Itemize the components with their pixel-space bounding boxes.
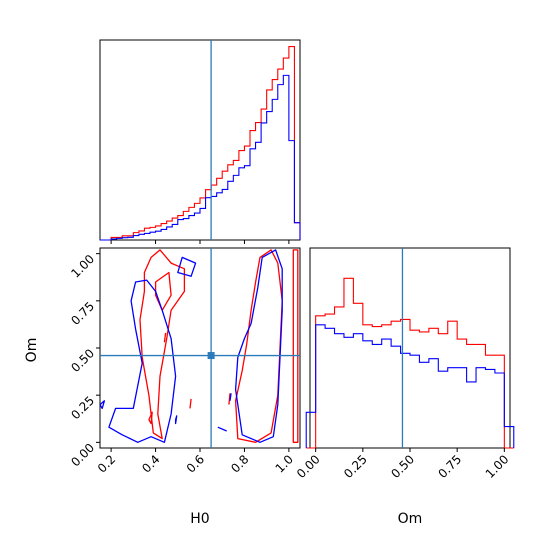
contour-series-1-1 — [139, 249, 186, 440]
om-y-tick-label: 0.50 — [68, 346, 97, 375]
om-y-tick-label: 0.00 — [68, 441, 97, 470]
h0-x-tick-label: 0.4 — [139, 452, 162, 475]
contour-series-1-2 — [154, 271, 172, 311]
contour-series-2-15 — [229, 393, 232, 401]
om-x-tick-label: 1.00 — [483, 452, 512, 481]
contour-series-2-14 — [217, 426, 227, 432]
om-x-tick-label: 0.50 — [388, 452, 417, 481]
h0-x-tick-label: 0.8 — [228, 452, 251, 475]
contour-series-2-12 — [100, 400, 106, 410]
truth-point-marker — [207, 352, 215, 360]
h0-histogram-panel — [99, 39, 301, 244]
om-histogram-frame — [309, 247, 511, 449]
y-axis-title-om: Om — [24, 338, 40, 363]
om-histogram-panel: 0.00 0.25 0.50 0.75 1.00 Om — [294, 247, 515, 527]
om-y-tick-label: 0.75 — [68, 299, 97, 328]
x-axis-title-h0: H0 — [190, 511, 209, 527]
contour-series-2-11 — [234, 249, 283, 443]
contour-series-1-6 — [228, 393, 231, 405]
om-x-tick-label: 0.75 — [435, 452, 464, 481]
x-axis-title-om: Om — [398, 511, 423, 527]
contour-series-2-9 — [108, 279, 177, 443]
h0-x-tick-label: 1.0 — [273, 452, 296, 475]
contour-series-1-7 — [148, 411, 153, 425]
h0-x-tick-label: 0.6 — [184, 452, 207, 475]
h0-histogram-series-2-steps — [100, 74, 301, 241]
om-x-tick-label: 0.00 — [294, 452, 323, 481]
contour-series-1-3 — [234, 249, 283, 443]
om-y-tick-label: 0.25 — [68, 393, 97, 422]
om-x-tick-label: 0.25 — [341, 452, 370, 481]
contour-series-1-4 — [292, 249, 299, 443]
om-y-tick-label: 1.00 — [68, 252, 97, 281]
h0-om-contour-panel: 0.2 0.4 0.6 0.8 1.0 0.000.250.500.751.00 H0 … — [24, 247, 301, 527]
om-histogram-series-1-steps — [306, 277, 514, 449]
contour-series-1-5 — [189, 398, 192, 409]
om-histogram-series-2-steps — [305, 324, 515, 448]
contour-series-2-13 — [174, 415, 178, 425]
h0-x-tick-label: 0.2 — [95, 452, 118, 475]
contour-series-2-10 — [177, 256, 197, 277]
contour-series-1-8 — [163, 332, 167, 343]
h0-histogram-series-1-steps — [100, 45, 301, 241]
contour-panel-frame — [99, 247, 301, 449]
